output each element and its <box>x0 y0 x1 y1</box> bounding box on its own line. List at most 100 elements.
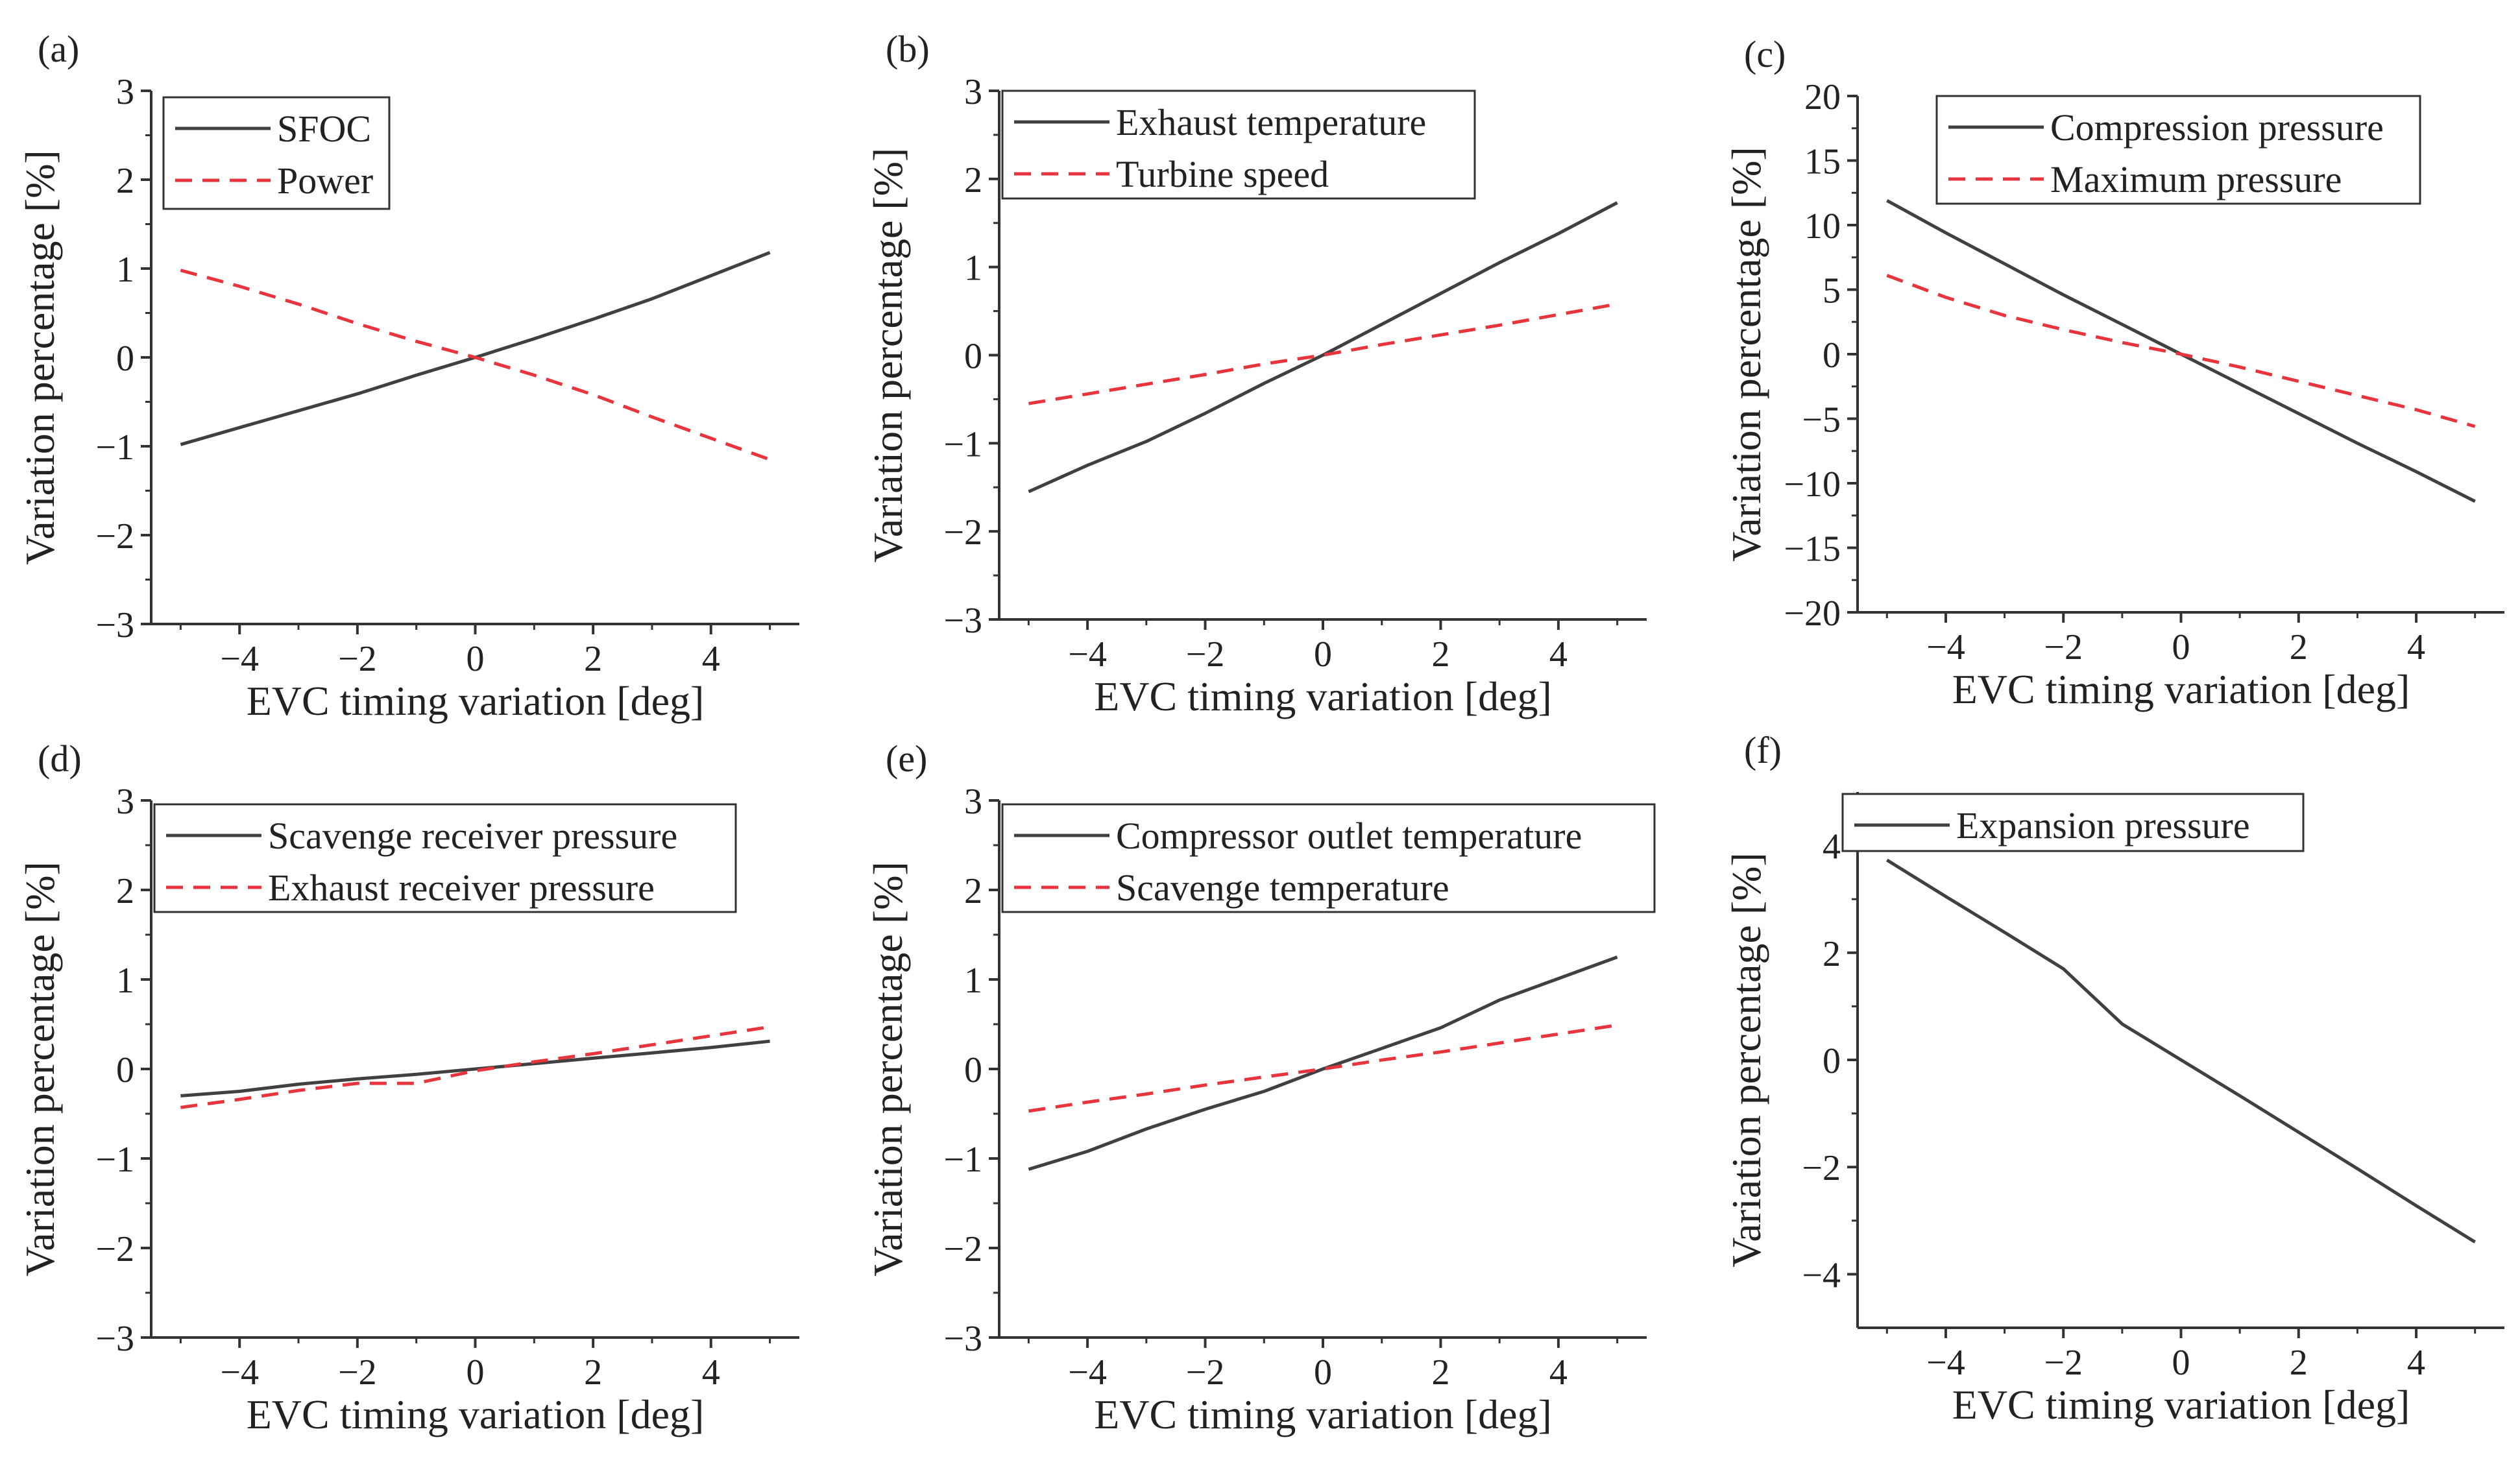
y-tick-label: −2 <box>95 1229 134 1269</box>
legend-entry: Scavenge temperature <box>1116 867 1449 909</box>
x-axis-label: EVC timing variation [deg] <box>1094 673 1552 719</box>
x-tick-label: 0 <box>466 639 485 679</box>
x-tick-label: −4 <box>220 1352 259 1393</box>
x-axis-label: EVC timing variation [deg] <box>1952 666 2410 712</box>
x-tick-label: −2 <box>338 1352 377 1393</box>
series-line-exhaust-receiver-pressure <box>180 1025 770 1109</box>
panel-label: (f) <box>1744 729 1782 771</box>
y-tick-label: 0 <box>116 1050 134 1090</box>
series-line-maximum-pressure <box>1886 274 2476 428</box>
series-line-compressor-outlet-temperature <box>1028 955 1618 1171</box>
y-tick-label: 0 <box>116 339 134 379</box>
y-tick-label: −2 <box>1802 1148 1841 1188</box>
x-tick-label: 4 <box>702 639 720 679</box>
y-tick-label: −1 <box>943 424 982 464</box>
panel-label: (e) <box>886 738 927 780</box>
y-tick-label: −1 <box>943 1140 982 1180</box>
legend-box <box>1001 90 1476 200</box>
y-tick-label: 3 <box>964 72 982 112</box>
x-tick-label: 2 <box>1431 634 1449 675</box>
series-line-power <box>180 269 771 461</box>
x-tick-label: −2 <box>338 639 377 679</box>
x-tick-label: 0 <box>466 1352 485 1393</box>
y-axis-label: Variation percentage [%] <box>17 861 63 1277</box>
y-tick-label: −15 <box>1784 529 1841 570</box>
x-tick-label: 4 <box>1549 1352 1568 1393</box>
x-tick-label: 2 <box>584 639 602 679</box>
y-tick-label: 3 <box>116 72 134 112</box>
legend-box <box>153 803 737 913</box>
y-tick-label: 3 <box>116 782 134 822</box>
y-tick-label: 1 <box>964 961 982 1001</box>
y-tick-label: −1 <box>95 1140 134 1180</box>
y-axis-label: Variation percentage [%] <box>865 861 911 1277</box>
legend-entry: Power <box>277 160 373 202</box>
x-tick-label: 0 <box>2172 627 2190 667</box>
y-tick-label: 2 <box>116 871 134 911</box>
panel-label: (d) <box>38 738 82 780</box>
y-tick-label: −3 <box>95 1319 134 1359</box>
legend-entry: Compression pressure <box>2050 106 2384 149</box>
x-tick-label: 2 <box>2290 627 2308 667</box>
y-tick-label: 10 <box>1804 206 1841 246</box>
y-tick-label: 5 <box>1823 271 1841 311</box>
y-axis-label: Variation percentage [%] <box>865 148 911 563</box>
legend-entry: Exhaust receiver pressure <box>268 867 655 909</box>
y-tick-label: 15 <box>1804 142 1841 182</box>
x-tick-label: −4 <box>220 639 259 679</box>
x-tick-label: −4 <box>1068 634 1107 675</box>
y-tick-label: 2 <box>964 871 982 911</box>
y-tick-label: 0 <box>1823 1041 1841 1081</box>
y-tick-label: 4 <box>1823 827 1841 867</box>
y-tick-label: 2 <box>116 161 134 201</box>
x-tick-label: −4 <box>1926 1343 1965 1383</box>
y-tick-label: 3 <box>964 782 982 822</box>
panel-label: (c) <box>1744 33 1786 75</box>
legend-box <box>1841 793 2305 852</box>
y-tick-label: −10 <box>1784 464 1841 505</box>
y-axis-label: Variation percentage [%] <box>1723 147 1769 562</box>
x-tick-label: 4 <box>2407 1343 2425 1383</box>
y-tick-label: 0 <box>964 1050 982 1090</box>
x-axis-label: EVC timing variation [deg] <box>1952 1382 2410 1428</box>
x-tick-label: −2 <box>1186 1352 1225 1393</box>
legend-entry: SFOC <box>277 108 371 150</box>
y-tick-label: −2 <box>95 516 134 557</box>
y-tick-label: −2 <box>943 1229 982 1269</box>
legend-box <box>162 96 391 210</box>
legend-box <box>1935 95 2421 205</box>
x-tick-label: 2 <box>584 1352 602 1393</box>
x-tick-label: −2 <box>2044 1343 2083 1383</box>
series-line-scavenge-receiver-pressure <box>180 1039 770 1098</box>
x-tick-label: −4 <box>1926 627 1965 667</box>
x-tick-label: 2 <box>1431 1352 1449 1393</box>
y-tick-label: −3 <box>95 605 134 645</box>
y-tick-label: 0 <box>964 337 982 377</box>
panel-label: (b) <box>886 28 930 70</box>
series-line-scavenge-temperature <box>1028 1023 1617 1113</box>
x-axis-label: EVC timing variation [deg] <box>247 678 705 724</box>
y-tick-label: −5 <box>1802 400 1841 440</box>
legend-entry: Exhaust temperature <box>1116 101 1426 143</box>
x-tick-label: 4 <box>1549 634 1568 675</box>
y-axis-label: Variation percentage [%] <box>17 150 63 565</box>
y-tick-label: −1 <box>95 427 134 468</box>
x-axis-label: EVC timing variation [deg] <box>1094 1391 1552 1437</box>
x-tick-label: −2 <box>1186 634 1225 675</box>
y-tick-label: 1 <box>964 248 982 289</box>
legend-entry: Compressor outlet temperature <box>1116 815 1582 857</box>
x-tick-label: 0 <box>2172 1343 2190 1383</box>
legend-entry: Turbine speed <box>1116 153 1329 195</box>
legend-entry: Maximum pressure <box>2050 158 2342 200</box>
y-tick-label: 1 <box>116 250 134 290</box>
x-tick-label: 0 <box>1314 634 1332 675</box>
series-line-turbine-speed <box>1028 302 1618 405</box>
y-tick-label: −2 <box>943 512 982 553</box>
